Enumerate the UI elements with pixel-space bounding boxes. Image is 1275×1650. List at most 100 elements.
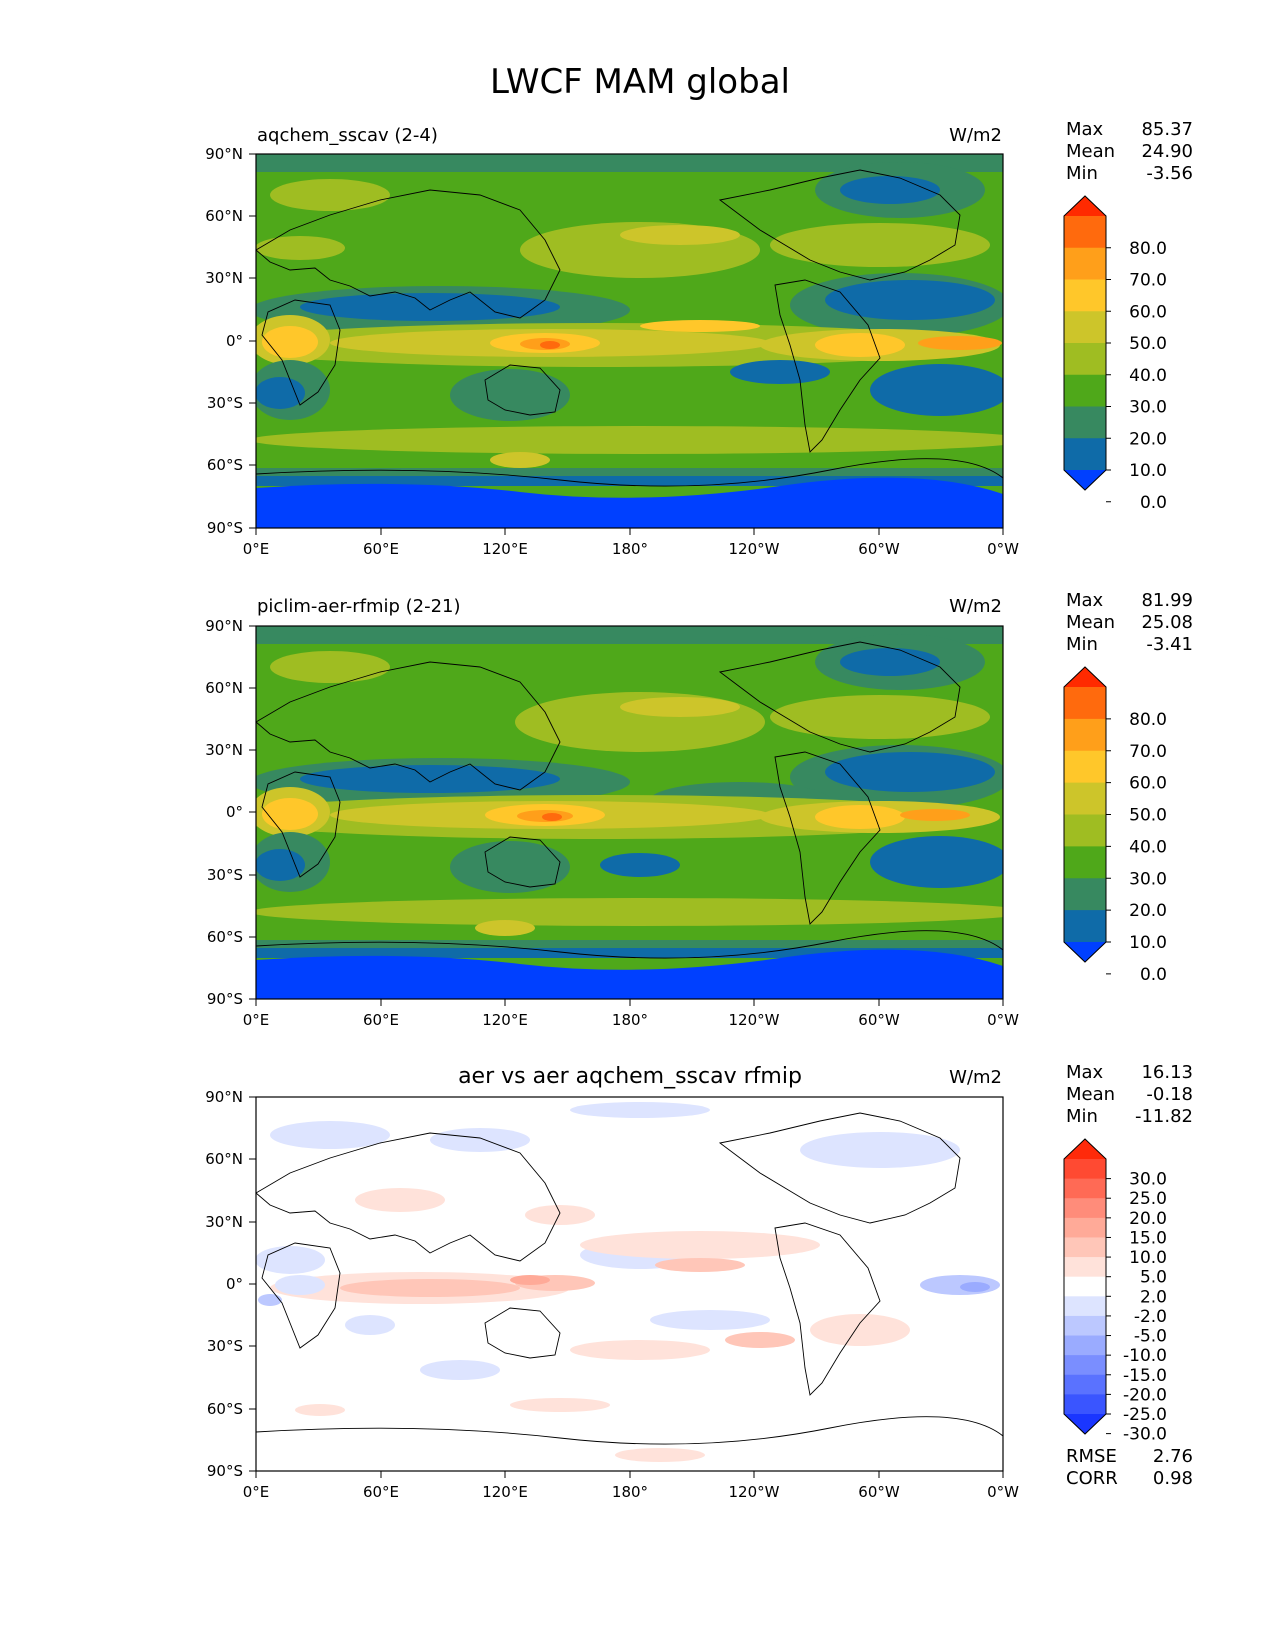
colorbar-bin	[1064, 687, 1106, 720]
map-field	[256, 626, 1003, 999]
colorbar-tick-label: -2.0	[1134, 1307, 1167, 1327]
colorbar-bin	[1064, 216, 1106, 249]
lat-tick: 60°S	[207, 928, 243, 946]
colorbar-extend-min	[1064, 470, 1106, 490]
colorbar-bin	[1064, 1178, 1106, 1199]
colorbar-bin	[1064, 1355, 1106, 1376]
colorbar-tick-label: 10.0	[1129, 1248, 1167, 1268]
map-field	[256, 154, 1003, 528]
lat-tick: 60°N	[205, 1150, 243, 1168]
lat-tick: 30°N	[205, 1213, 243, 1231]
map-field	[256, 1097, 1003, 1471]
lon-tick: 180°	[612, 1011, 648, 1029]
stat-value: 85.37	[1141, 119, 1193, 140]
colorbar-tick-label: 70.0	[1129, 271, 1167, 291]
colorbar-tick-label: 50.0	[1129, 334, 1167, 354]
colorbar-tick-label: 70.0	[1129, 742, 1167, 762]
lat-tick: 60°S	[207, 1400, 243, 1418]
lat-tick: 60°S	[207, 456, 243, 474]
lon-tick: 0°E	[243, 1483, 270, 1501]
lon-axis: 0°E 60°E 120°E 180° 120°W 60°W 0°W	[243, 999, 1019, 1029]
lat-tick: 0°	[226, 803, 243, 821]
colorbar-bin	[1064, 374, 1106, 407]
colorbar-tick-label: -25.0	[1123, 1405, 1167, 1425]
colorbar-tick-label: 20.0	[1129, 429, 1167, 449]
panel-units: W/m2	[949, 1067, 1002, 1088]
lon-tick: 60°W	[858, 1483, 900, 1501]
colorbar-bin	[1064, 1217, 1106, 1238]
stat-label: Max	[1066, 1062, 1104, 1083]
colorbar-tick-label: 30.0	[1129, 869, 1167, 889]
colorbar-bin	[1064, 1198, 1106, 1219]
figure-title: LWCF MAM global	[490, 62, 790, 102]
stat-label: Min	[1066, 1106, 1098, 1127]
lat-tick: 0°	[226, 1275, 243, 1293]
lat-tick: 90°N	[205, 617, 243, 635]
stat-label: RMSE	[1066, 1446, 1117, 1467]
colorbar-tick-label: -30.0	[1123, 1425, 1167, 1445]
lat-axis: 90°N 60°N 30°N 0° 30°S 60°S 90°S	[205, 1088, 256, 1480]
colorbar-bin	[1064, 247, 1106, 280]
lon-axis: 0°E 60°E 120°E 180° 120°W 60°W 0°W	[243, 528, 1019, 558]
lat-tick: 90°S	[207, 519, 243, 537]
colorbar-tick-label: -5.0	[1134, 1327, 1167, 1347]
colorbar: 80.0 70.0 60.0 50.0 40.0 30.0 20.0 10.0 0.0	[1063, 195, 1167, 513]
panel-title: piclim-aer-rfmip (2-21)	[257, 596, 461, 617]
lat-tick: 90°S	[207, 1462, 243, 1480]
lat-tick: 90°N	[205, 1088, 243, 1106]
lon-tick: 120°E	[482, 540, 528, 558]
stat-label: Max	[1066, 119, 1104, 140]
stats-box: Max 16.13 Mean -0.18 Min -11.82	[1066, 1062, 1193, 1127]
colorbar-extend-max	[1064, 196, 1106, 216]
error-stats: RMSE 2.76 CORR 0.98	[1066, 1446, 1193, 1489]
colorbar-tick-label: 40.0	[1129, 366, 1167, 386]
lon-tick: 60°E	[363, 1483, 399, 1501]
colorbar-tick-label: 60.0	[1129, 774, 1167, 794]
stat-label: Min	[1066, 634, 1098, 655]
colorbar-bin	[1064, 279, 1106, 312]
lon-tick: 60°E	[363, 540, 399, 558]
coastlines	[256, 169, 1003, 487]
colorbar-bin	[1064, 1296, 1106, 1317]
lon-tick: 60°W	[858, 1011, 900, 1029]
lon-tick: 0°W	[987, 1011, 1019, 1029]
lon-tick: 120°E	[482, 1011, 528, 1029]
colorbar-extend-max	[1064, 667, 1106, 687]
stat-value: -3.41	[1146, 634, 1193, 655]
lon-tick: 0°W	[987, 1483, 1019, 1501]
colorbar-bin	[1064, 718, 1106, 752]
colorbar-bin	[1064, 438, 1106, 471]
lon-tick: 0°E	[243, 540, 270, 558]
colorbar-bin	[1064, 782, 1106, 815]
colorbar-bin	[1064, 1374, 1106, 1395]
stat-label: CORR	[1066, 1468, 1118, 1489]
coastlines	[256, 1112, 1003, 1445]
colorbar-bin	[1064, 1159, 1106, 1180]
lat-tick: 30°S	[207, 394, 243, 412]
lat-tick: 90°S	[207, 990, 243, 1008]
lat-tick: 30°N	[205, 741, 243, 759]
lon-axis: 0°E 60°E 120°E 180° 120°W 60°W 0°W	[243, 1471, 1019, 1501]
colorbar-tick-label: 80.0	[1129, 710, 1167, 730]
colorbar-tick-label: 5.0	[1140, 1268, 1167, 1288]
colorbar-bin	[1064, 750, 1106, 784]
colorbar-bin	[1064, 406, 1106, 439]
stat-label: Mean	[1066, 1084, 1115, 1105]
colorbar-tick-label: 2.0	[1140, 1287, 1167, 1307]
lon-tick: 180°	[612, 540, 648, 558]
colorbar-tick-label: 80.0	[1129, 239, 1167, 259]
colorbar-tick-label: 60.0	[1129, 302, 1167, 322]
lat-tick: 90°N	[205, 145, 243, 163]
lat-tick: 30°S	[207, 866, 243, 884]
stat-value: -0.18	[1146, 1084, 1193, 1105]
stat-value: -3.56	[1146, 163, 1193, 184]
stat-label: Max	[1066, 590, 1104, 611]
colorbar-bin	[1064, 814, 1106, 847]
colorbar-bin	[1064, 1237, 1106, 1258]
colorbar-bin	[1064, 1257, 1106, 1278]
lat-tick: 30°N	[205, 269, 243, 287]
panel-title: aqchem_sscav (2-4)	[257, 125, 438, 146]
stat-label: Mean	[1066, 612, 1115, 633]
lat-tick: 0°	[226, 332, 243, 350]
colorbar-tick-label: 20.0	[1129, 901, 1167, 921]
